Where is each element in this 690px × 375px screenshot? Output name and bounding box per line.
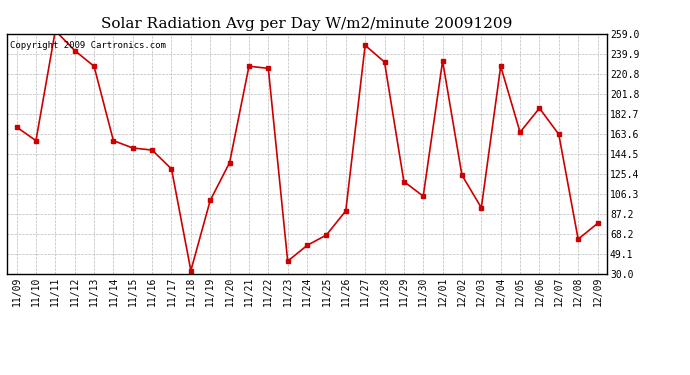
Title: Solar Radiation Avg per Day W/m2/minute 20091209: Solar Radiation Avg per Day W/m2/minute …	[101, 17, 513, 31]
Text: Copyright 2009 Cartronics.com: Copyright 2009 Cartronics.com	[10, 41, 166, 50]
